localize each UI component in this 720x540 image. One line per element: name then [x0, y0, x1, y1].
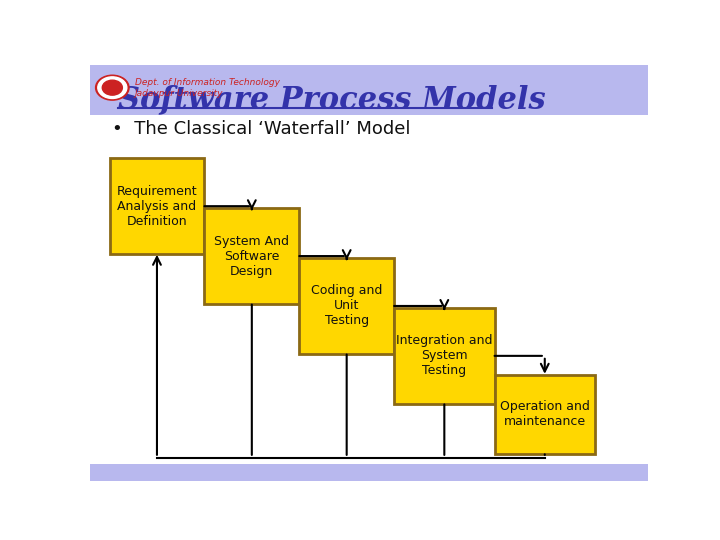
Text: Requirement
Analysis and
Definition: Requirement Analysis and Definition — [117, 185, 197, 228]
Text: Operation and
maintenance: Operation and maintenance — [500, 400, 590, 428]
Circle shape — [96, 75, 129, 100]
Text: Integration and
System
Testing: Integration and System Testing — [396, 334, 492, 377]
FancyBboxPatch shape — [394, 308, 495, 404]
FancyBboxPatch shape — [90, 464, 648, 481]
Text: Jadavpur University: Jadavpur University — [135, 89, 223, 98]
Text: Coding and
Unit
Testing: Coding and Unit Testing — [311, 285, 382, 327]
Circle shape — [102, 80, 122, 95]
FancyBboxPatch shape — [204, 208, 300, 304]
FancyBboxPatch shape — [495, 375, 595, 454]
Text: Dept. of Information Technology: Dept. of Information Technology — [135, 78, 279, 87]
FancyBboxPatch shape — [90, 65, 648, 114]
FancyBboxPatch shape — [300, 258, 394, 354]
Text: Software Process Models: Software Process Models — [118, 85, 546, 116]
Text: System And
Software
Design: System And Software Design — [215, 234, 289, 278]
FancyBboxPatch shape — [109, 158, 204, 254]
Text: •  The Classical ‘Waterfall’ Model: • The Classical ‘Waterfall’ Model — [112, 120, 411, 138]
Circle shape — [98, 77, 127, 98]
